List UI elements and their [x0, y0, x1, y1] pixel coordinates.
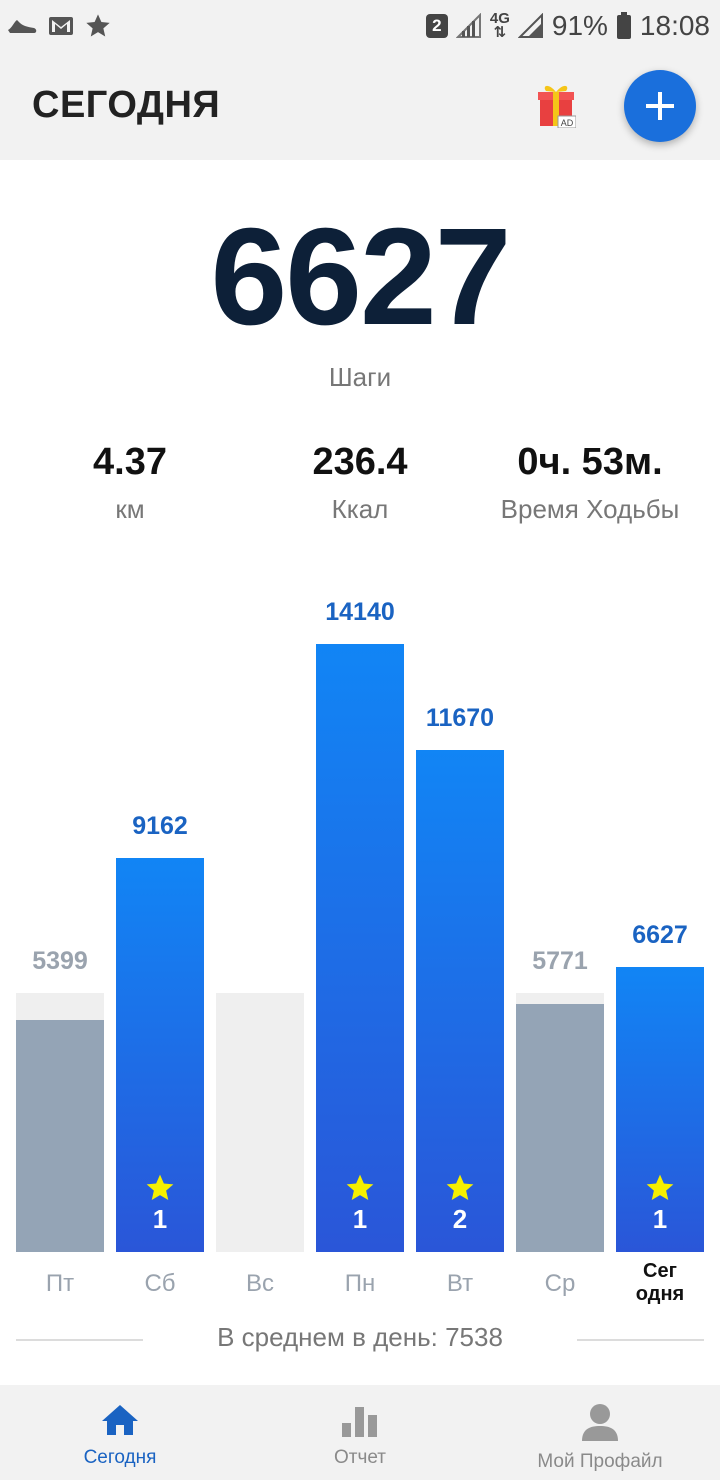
- steps-label: Шаги: [328, 362, 392, 392]
- network-type: 4G ⇅: [489, 10, 510, 41]
- bar-column: 6627 1: [616, 590, 704, 1252]
- goal-track: [216, 993, 304, 1252]
- bar-column: 11670 2: [416, 590, 504, 1252]
- nav-profile[interactable]: Мой Профайл: [480, 1385, 720, 1480]
- bar-value-label: 5399: [32, 947, 88, 975]
- profile-icon: [582, 1404, 618, 1441]
- daily-average: В среднем в день: 7538: [217, 1322, 503, 1352]
- day-label: Вт: [446, 1270, 474, 1297]
- day-label: Вс: [245, 1270, 274, 1297]
- gmail-icon: [49, 17, 73, 35]
- star-icon: [346, 1174, 374, 1200]
- notification-icons: [6, 8, 112, 44]
- bar-value-label: 6627: [632, 921, 688, 949]
- star-count: 2: [452, 1204, 468, 1234]
- achievement-star-badge: 1: [616, 1172, 704, 1234]
- gift-ad-badge: AD: [561, 118, 574, 128]
- distance-stat: 4.37 км: [10, 440, 250, 525]
- add-button[interactable]: [624, 70, 696, 142]
- achievement-star-badge: 2: [416, 1172, 504, 1234]
- clock: 18:08: [639, 10, 710, 41]
- bar-column: 9162 1: [116, 590, 204, 1252]
- sim-slot-badge: 2: [425, 14, 448, 38]
- shoe-icon: [8, 20, 37, 33]
- bar-column: [216, 590, 304, 1252]
- divider: [16, 1339, 143, 1341]
- nav-report[interactable]: Отчет: [240, 1385, 480, 1480]
- step-bar[interactable]: [516, 1004, 604, 1252]
- bar-value-label: 5771: [532, 947, 588, 975]
- calories-label: Ккал: [331, 494, 389, 524]
- walk-time-stat: 0ч. 53м. Время Ходьбы: [470, 440, 710, 525]
- bottom-navigation: Сегодня Отчет Мой Профайл: [0, 1385, 720, 1480]
- gift-icon[interactable]: AD: [536, 78, 576, 128]
- battery-percent: 91%: [551, 10, 608, 41]
- today-label-line-2: одня: [635, 1283, 685, 1305]
- bar-value-label: 11670: [425, 704, 495, 732]
- achievement-star-badge: 1: [116, 1172, 204, 1234]
- day-label-today: Сег одня: [610, 1260, 710, 1306]
- star-count: 1: [352, 1204, 368, 1234]
- nav-profile-label: Мой Профайл: [537, 1451, 663, 1472]
- today-label-line-1: Сег: [643, 1260, 677, 1282]
- walk-time-value: 0ч. 53м.: [517, 441, 663, 483]
- app-header: СЕГОДНЯ AD: [0, 52, 720, 160]
- battery-icon: [616, 12, 631, 39]
- step-bar[interactable]: [16, 1020, 104, 1252]
- bar-value-label: 14140: [325, 598, 395, 626]
- star-count: 1: [652, 1204, 668, 1234]
- step-bar[interactable]: [316, 644, 404, 1252]
- day-label: Пн: [344, 1270, 376, 1297]
- nav-report-label: Отчет: [333, 1447, 387, 1468]
- achievement-star-badge: 1: [316, 1172, 404, 1234]
- calories-value: 236.4: [312, 441, 408, 483]
- plus-icon: [646, 92, 674, 120]
- step-bar[interactable]: [416, 750, 504, 1252]
- star-count: 1: [152, 1204, 168, 1234]
- system-indicators: 2 4G ⇅ 91% 18:08: [425, 8, 710, 44]
- bar-column: 5399: [16, 590, 104, 1252]
- page-title: СЕГОДНЯ: [32, 84, 221, 126]
- weekly-steps-chart: 5399 9162 1 14140 1 11670 2 5771 6627 1: [0, 590, 720, 1320]
- today-steps-count: 6627: [210, 200, 512, 354]
- star-icon: [146, 1174, 174, 1200]
- day-label: Сб: [144, 1270, 176, 1297]
- bar-column: 5771: [516, 590, 604, 1252]
- divider: [577, 1339, 704, 1341]
- home-icon: [102, 1405, 138, 1435]
- nav-today-label: Сегодня: [83, 1447, 157, 1468]
- signal-icon-2: [517, 13, 543, 38]
- star-icon: [86, 14, 110, 37]
- distance-value: 4.37: [93, 441, 167, 483]
- walk-time-label: Время Ходьбы: [500, 494, 680, 524]
- day-label: Пт: [45, 1270, 75, 1297]
- report-chart-icon: [342, 1407, 377, 1437]
- status-bar: 2 4G ⇅ 91% 18:08: [0, 0, 720, 52]
- calories-stat: 236.4 Ккал: [240, 440, 480, 525]
- step-bar[interactable]: [616, 967, 704, 1252]
- bar-column: 14140 1: [316, 590, 404, 1252]
- signal-icon: [455, 13, 481, 38]
- nav-today[interactable]: Сегодня: [0, 1385, 240, 1480]
- star-icon: [646, 1174, 674, 1200]
- distance-label: км: [115, 494, 145, 524]
- bar-value-label: 9162: [132, 812, 188, 840]
- star-icon: [446, 1174, 474, 1200]
- day-label: Ср: [544, 1270, 576, 1297]
